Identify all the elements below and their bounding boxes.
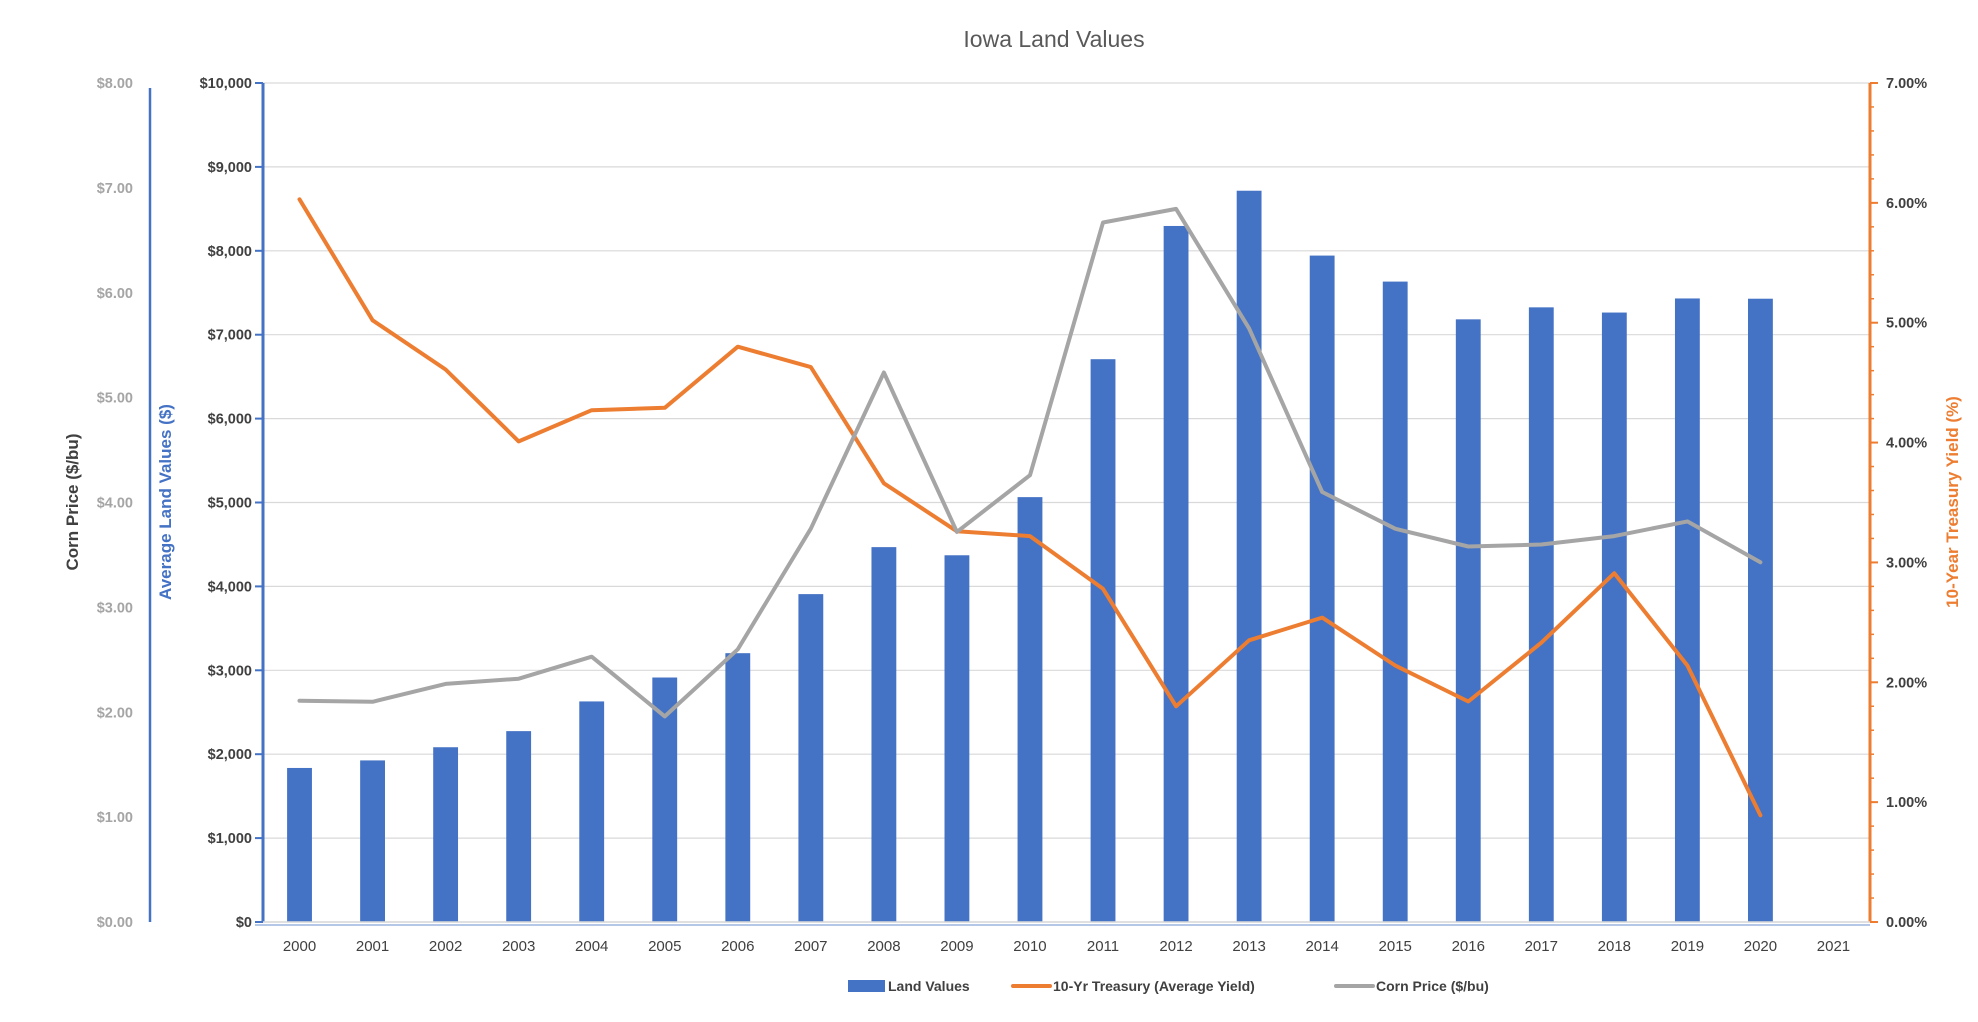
tick-label-land-values: $0 (236, 915, 252, 931)
tick-label-land-values: $5,000 (208, 496, 252, 512)
tick-label-year: 2014 (1305, 938, 1338, 955)
tick-label-year: 2005 (648, 938, 681, 955)
bar-land-values-2014 (1309, 255, 1335, 923)
tick-label-land-values: $1,000 (208, 831, 252, 847)
axis-title-land-values: Average Land Values ($) (156, 404, 175, 600)
tick-label-year: 2016 (1452, 938, 1485, 955)
bar-land-values-2020 (1748, 298, 1773, 922)
legend-label-corn-price: Corn Price ($/bu) (1376, 978, 1489, 994)
bar-land-values-2010 (1017, 497, 1043, 922)
tick-label-year: 2015 (1379, 938, 1412, 955)
tick-label-corn-price: $0.00 (97, 915, 133, 931)
bar-land-values-2018 (1601, 312, 1627, 922)
tick-label-year: 2001 (356, 938, 389, 955)
tick-label-land-values: $6,000 (208, 412, 252, 428)
tick-label-treasury: 6.00% (1886, 196, 1927, 212)
tick-label-treasury: 2.00% (1886, 675, 1927, 691)
bar-land-values-2009 (944, 555, 970, 922)
axis-title-corn-price: Corn Price ($/bu) (63, 434, 82, 571)
tick-label-corn-price: $8.00 (97, 76, 133, 92)
tick-label-land-values: $10,000 (200, 76, 252, 92)
tick-label-year: 2017 (1525, 938, 1558, 955)
bar-land-values-2002 (433, 747, 459, 922)
tick-label-treasury: 7.00% (1886, 76, 1927, 92)
legend-label-land-values: Land Values (888, 978, 970, 994)
tick-label-treasury: 3.00% (1886, 555, 1927, 571)
axes: $0 $1,000 $2,000 $3,000 $4,000 $5,000 $6,000 $7… (63, 76, 1962, 955)
bar-land-values-2000 (287, 767, 312, 922)
tick-label-land-values: $2,000 (208, 747, 252, 763)
tick-label-year: 2007 (794, 938, 827, 955)
tick-label-corn-price: $7.00 (97, 181, 133, 197)
bar-land-values-2004 (579, 701, 605, 922)
tick-label-year: 2000 (283, 938, 316, 955)
tick-label-treasury: 1.00% (1886, 795, 1927, 811)
bar-land-values-2012 (1163, 225, 1189, 923)
tick-label-year: 2013 (1232, 938, 1265, 955)
axis-title-treasury: 10-Year Treasury Yield (%) (1943, 396, 1962, 608)
bar-land-values-2019 (1674, 298, 1700, 922)
tick-label-corn-price: $3.00 (97, 600, 133, 616)
tick-label-year: 2003 (502, 938, 535, 955)
bar-land-values-2017 (1528, 307, 1554, 922)
tick-label-corn-price: $4.00 (97, 496, 133, 512)
legend-swatch-land-values (848, 980, 885, 992)
tick-label-year: 2018 (1598, 938, 1631, 955)
chart-title: Iowa Land Values (963, 26, 1144, 52)
bar-land-values-2001 (360, 760, 385, 922)
tick-label-land-values: $3,000 (208, 663, 252, 679)
line-series (297, 197, 1763, 818)
land-values-bars (287, 190, 1773, 923)
bar-land-values-2015 (1382, 281, 1408, 922)
gridlines (263, 82, 1870, 923)
tick-label-year: 2021 (1817, 938, 1850, 955)
tick-label-year: 2006 (721, 938, 754, 955)
tick-label-corn-price: $5.00 (97, 391, 133, 407)
bar-land-values-2011 (1090, 359, 1116, 922)
tick-label-corn-price: $6.00 (97, 286, 133, 302)
tick-label-year: 2011 (1087, 938, 1119, 955)
tick-label-year: 2009 (940, 938, 973, 955)
tick-label-land-values: $7,000 (208, 328, 252, 344)
tick-label-year: 2012 (1159, 938, 1192, 955)
tick-label-corn-price: $1.00 (97, 810, 133, 826)
tick-label-year: 2004 (575, 938, 608, 955)
bar-land-values-2008 (871, 547, 897, 922)
tick-label-land-values: $8,000 (208, 244, 252, 260)
bar-land-values-2016 (1455, 319, 1481, 922)
bar-land-values-2007 (798, 594, 824, 922)
tick-label-land-values: $4,000 (208, 579, 252, 595)
tick-label-year: 2010 (1013, 938, 1046, 955)
bar-land-values-2013 (1236, 190, 1262, 922)
tick-label-corn-price: $2.00 (97, 705, 133, 721)
tick-label-treasury: 4.00% (1886, 436, 1927, 452)
tick-label-year: 2020 (1744, 938, 1777, 955)
tick-label-treasury: 0.00% (1886, 915, 1927, 931)
tick-label-land-values: $9,000 (208, 160, 252, 176)
tick-label-year: 2019 (1671, 938, 1704, 955)
bar-land-values-2006 (725, 653, 751, 922)
legend-label-treasury-yield: 10-Yr Treasury (Average Yield) (1053, 978, 1255, 994)
tick-label-year: 2008 (867, 938, 900, 955)
tick-label-treasury: 5.00% (1886, 316, 1927, 332)
bar-land-values-2003 (506, 731, 532, 922)
legend: Land Values 10-Yr Treasury (Average Yield… (848, 978, 1489, 994)
tick-label-year: 2002 (429, 938, 462, 955)
